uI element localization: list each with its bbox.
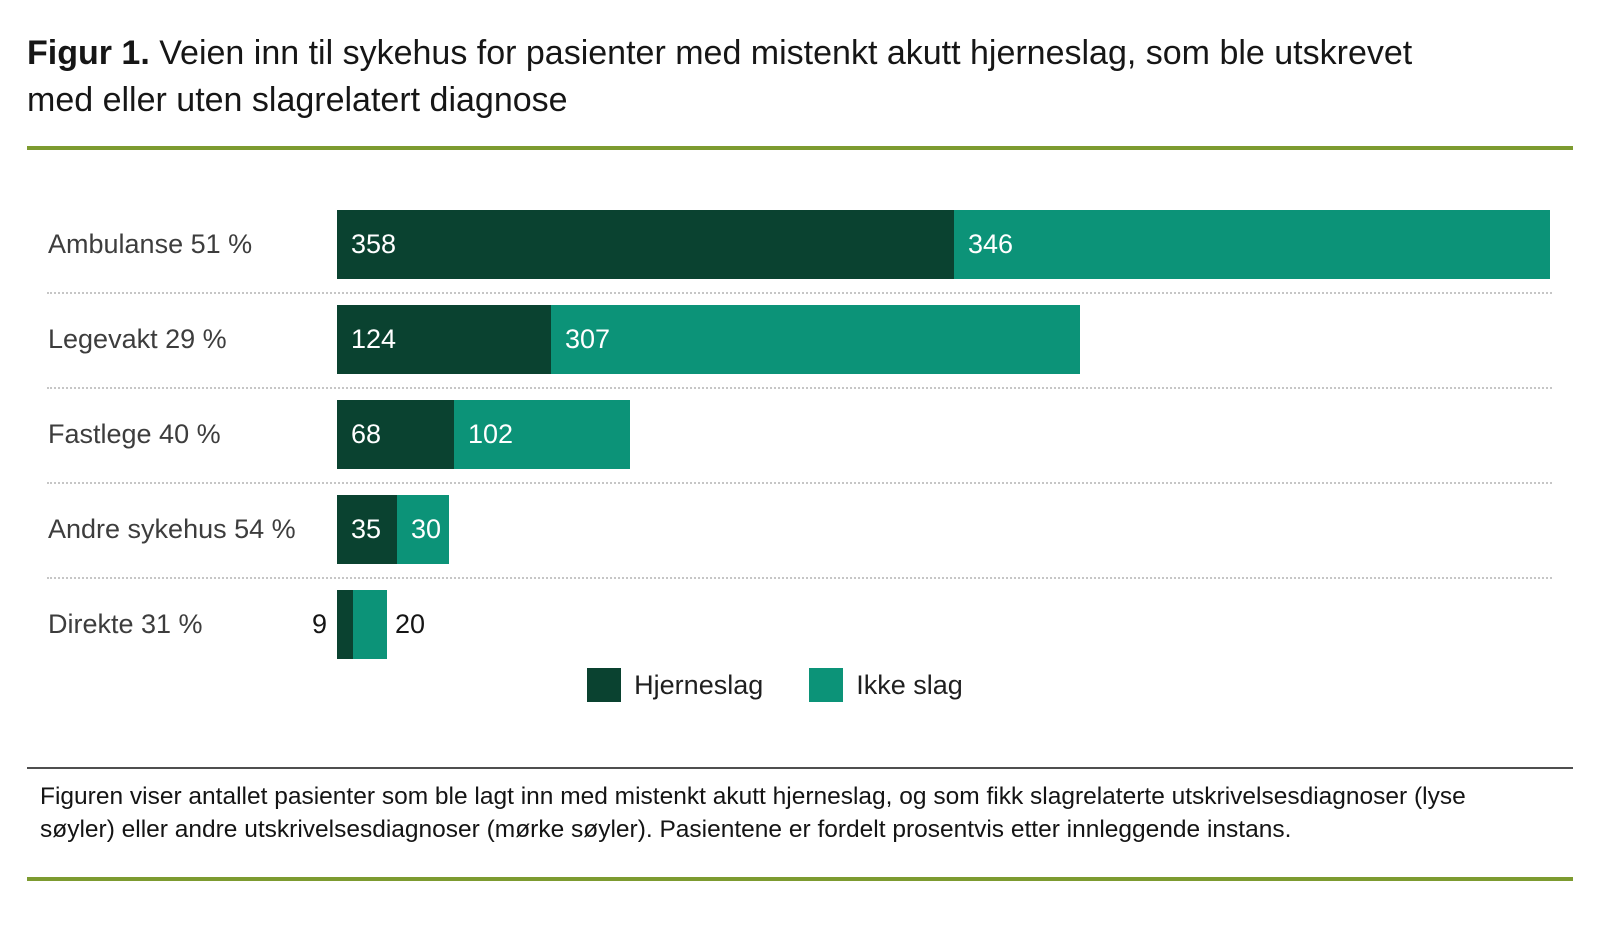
row-separator [47, 577, 1552, 579]
caption-separator-rule [27, 767, 1573, 769]
category-label: Ambulanse 51 % [48, 229, 253, 259]
bar-segment-hjerneslag: 35 [337, 495, 397, 564]
bar-value-label: 346 [968, 229, 1014, 259]
top-accent-rule [27, 146, 1573, 150]
category-label: Direkte 31 % [48, 609, 203, 639]
figure-caption: Figuren viser antallet pasienter som ble… [40, 783, 1466, 843]
bar-segment-ikke-slag: 307 [551, 305, 1080, 374]
bar-value-label: 102 [468, 419, 514, 449]
figure-number: Figur 1. [27, 34, 150, 72]
bar-segment-ikke-slag [353, 590, 387, 659]
bar-segment-ikke-slag: 102 [454, 400, 630, 469]
bar-value-label: 20 [395, 609, 426, 639]
legend-item-ikke-slag: Ikke slag [809, 668, 963, 702]
bar-segment-hjerneslag: 68 [337, 400, 454, 469]
bar-value-label: 68 [351, 419, 382, 449]
category-label: Legevakt 29 % [48, 324, 227, 354]
bar-value-label: 358 [351, 229, 397, 259]
bar-value-label: 30 [411, 514, 442, 544]
row-separator [47, 387, 1552, 389]
legend-swatch-hjerneslag [587, 668, 622, 702]
legend-swatch-ikke-slag [809, 668, 844, 702]
category-label: Andre sykehus 54 % [48, 514, 296, 544]
bar-value-label: 35 [351, 514, 382, 544]
bar-value-label: 124 [351, 324, 397, 354]
category-label: Fastlege 40 % [48, 419, 221, 449]
bar-value-label: 307 [565, 324, 611, 354]
bar-segment-hjerneslag: 358 [337, 210, 954, 279]
figure-title-text: Veien inn til sykehus for pasienter med … [27, 34, 1413, 119]
bottom-accent-rule [27, 877, 1573, 881]
bar-segment-hjerneslag: 124 [337, 305, 551, 374]
figure-title: Figur 1. Veien inn til sykehus for pasie… [27, 30, 1457, 124]
legend-item-hjerneslag: Hjerneslag [587, 668, 763, 702]
bar-segment-ikke-slag: 30 [397, 495, 449, 564]
legend-label-ikke-slag: Ikke slag [856, 669, 963, 700]
row-separator [47, 482, 1552, 484]
legend-label-hjerneslag: Hjerneslag [634, 669, 764, 700]
legend: Hjerneslag Ikke slag [0, 668, 1550, 702]
bar-segment-hjerneslag [337, 590, 353, 659]
bar-segment-ikke-slag: 346 [954, 210, 1550, 279]
row-separator [47, 292, 1552, 294]
bar-value-label: 9 [311, 609, 327, 639]
